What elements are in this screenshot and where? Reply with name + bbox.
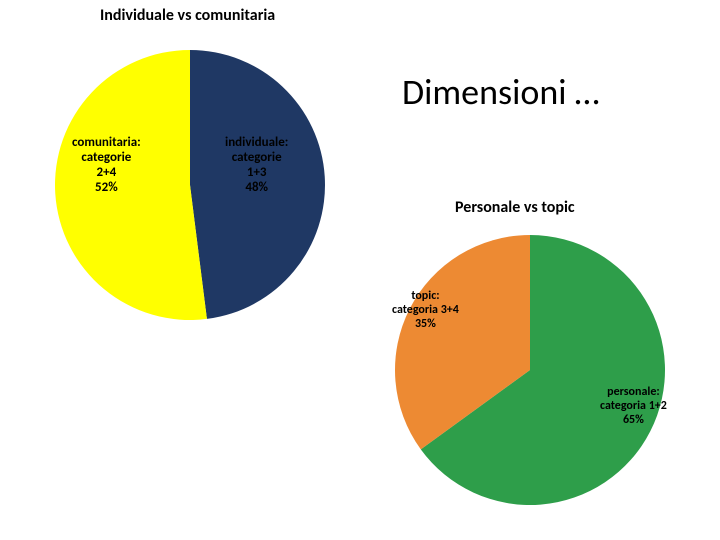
chart1-title: Individuale vs comunitaria	[100, 6, 275, 25]
chart1-slice-label-0: individuale: categorie 1+3 48%	[225, 136, 288, 196]
chart2-title: Personale vs topic	[455, 198, 575, 217]
page-title: Dimensioni …	[402, 70, 600, 114]
chart2-slice-label-0: personale: categoria 1+2 65%	[600, 386, 667, 427]
pie-chart-personale-topic	[391, 231, 669, 509]
chart2-slice-label-1: topic: categoria 3+4 35%	[392, 290, 459, 331]
chart1-slice-label-1: comunitaria: categorie 2+4 52%	[72, 136, 141, 196]
